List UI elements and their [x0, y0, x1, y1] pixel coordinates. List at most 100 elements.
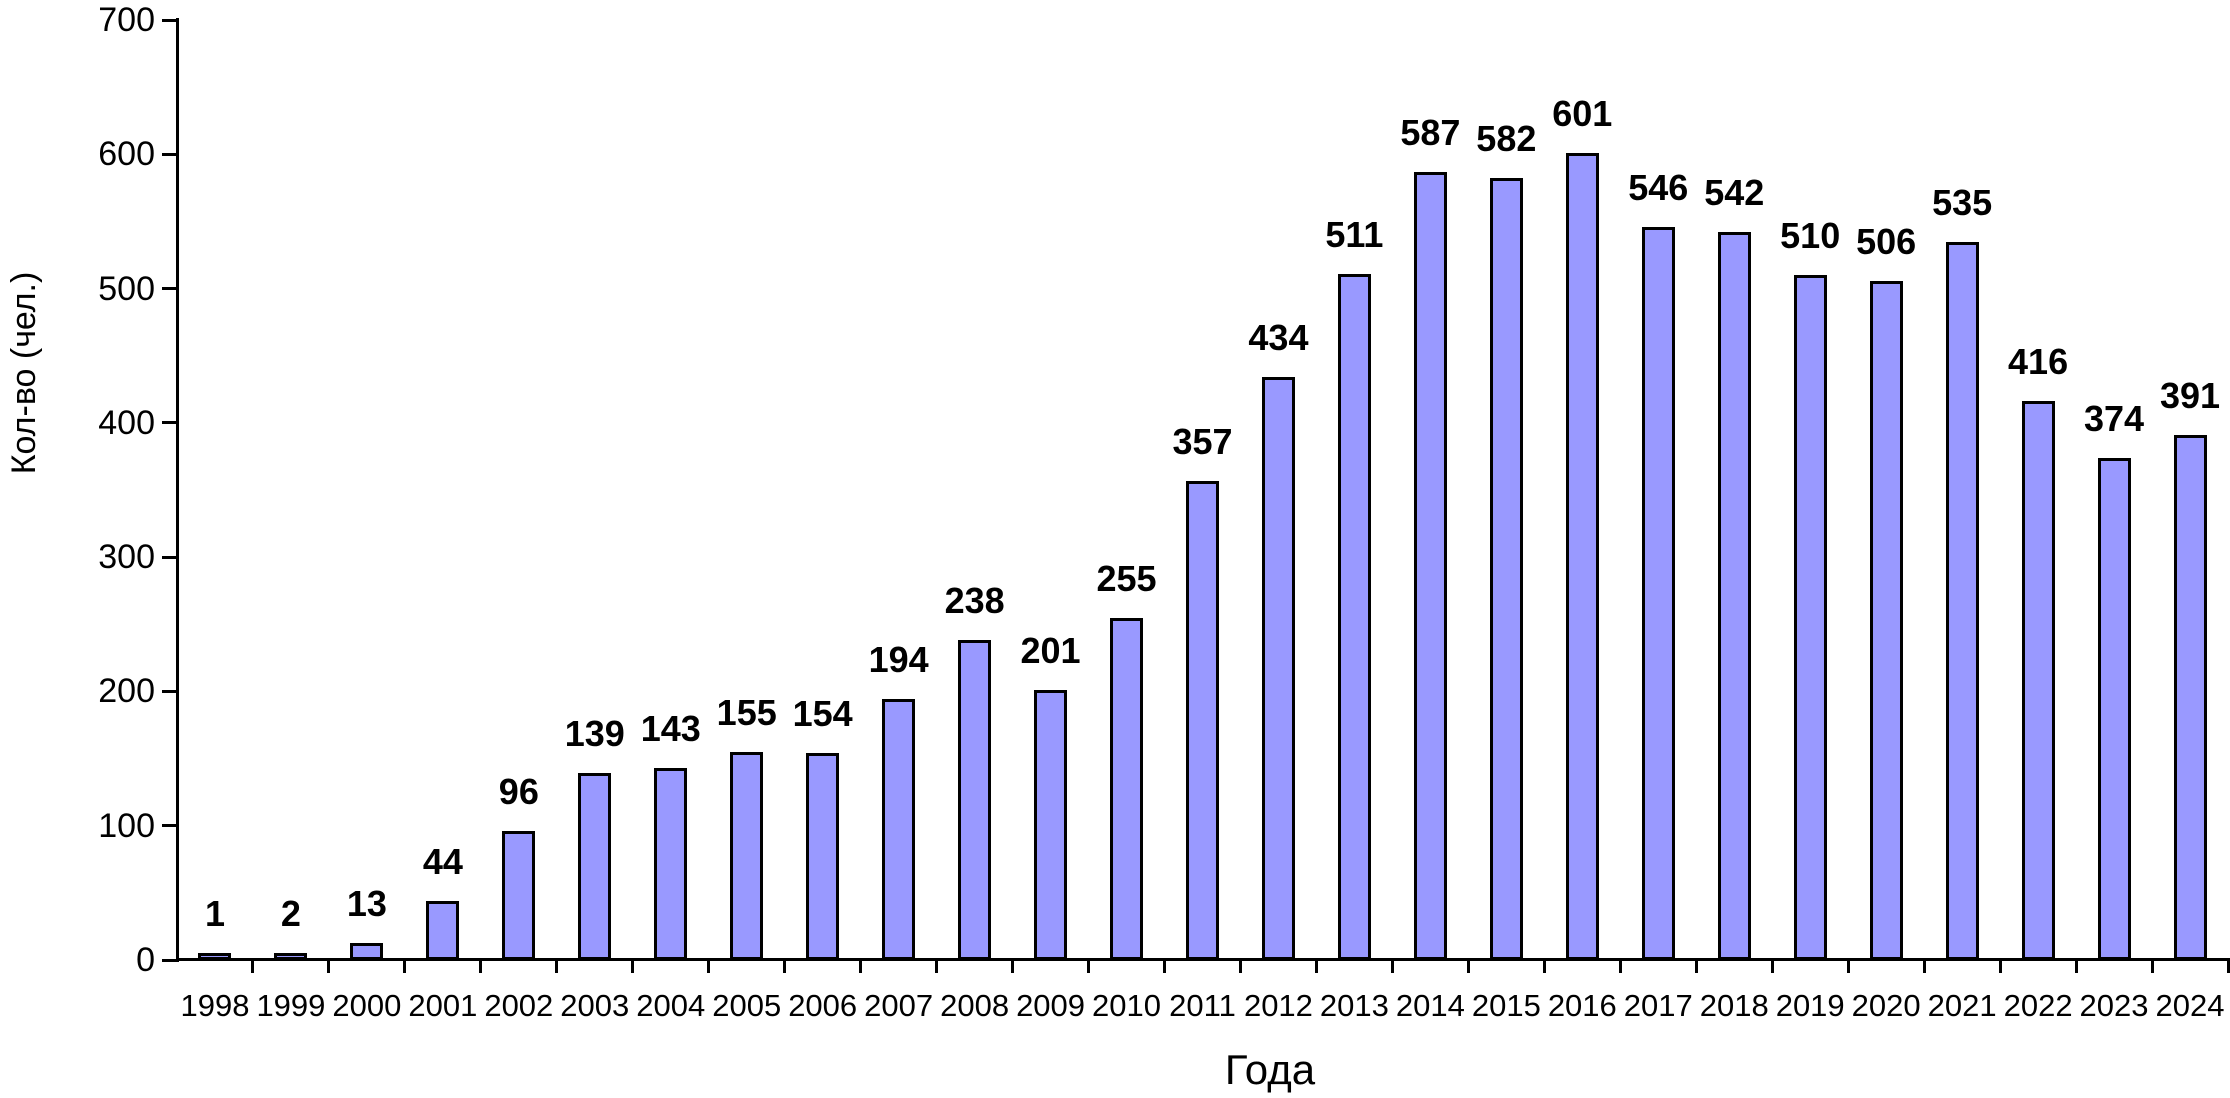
x-tick [1238, 961, 1242, 973]
y-tick-label: 500 [98, 269, 155, 308]
bar [730, 751, 764, 960]
bar-value-label: 139 [564, 713, 625, 755]
x-tick-label: 2010 [1092, 988, 1161, 1023]
x-tick-label: 2024 [2155, 988, 2225, 1023]
bar-value-label: 1 [204, 893, 225, 934]
x-tick-label: 2004 [636, 988, 706, 1023]
y-tick-label: 700 [98, 1, 155, 39]
bar [1034, 690, 1068, 960]
x-tick-label: 2017 [1623, 988, 1693, 1023]
bar [274, 953, 308, 960]
bar-value-label: 434 [1248, 317, 1309, 359]
bar-value-label: 13 [346, 882, 387, 924]
y-tick-label: 400 [98, 403, 155, 442]
bar-value-label: 357 [1172, 420, 1233, 462]
bar [2173, 434, 2207, 960]
y-tick-label: 0 [136, 941, 155, 979]
bar [578, 773, 612, 960]
y-tick [162, 152, 176, 156]
x-tick-label: 2002 [484, 988, 554, 1023]
x-tick [403, 961, 407, 973]
y-tick [162, 287, 176, 291]
x-tick-label: 2022 [2003, 988, 2073, 1023]
bar-value-label: 535 [1932, 181, 1993, 223]
bar-value-label: 601 [1552, 92, 1613, 134]
x-tick [1542, 961, 1546, 973]
x-tick-label: 2003 [560, 988, 630, 1023]
x-tick [479, 961, 483, 973]
bar [426, 900, 460, 960]
x-tick [935, 961, 939, 973]
bar [502, 831, 536, 960]
bar-value-label: 143 [640, 707, 701, 749]
bar [1489, 178, 1523, 960]
bar-value-label: 155 [716, 691, 777, 733]
bar [806, 753, 840, 960]
bar [2097, 457, 2131, 960]
x-tick [1390, 961, 1394, 973]
x-tick [1618, 961, 1622, 973]
x-tick [2226, 961, 2230, 973]
y-tick-label: 100 [98, 806, 155, 845]
bar [2021, 401, 2055, 960]
bar [958, 640, 992, 960]
x-tick [251, 961, 255, 973]
bar-value-label: 546 [1628, 166, 1689, 208]
y-tick [162, 555, 176, 559]
y-tick-label: 200 [98, 672, 155, 711]
x-tick-label: 2018 [1699, 988, 1769, 1023]
x-tick [1998, 961, 2002, 973]
x-tick-label: 2021 [1927, 988, 1997, 1023]
y-tick [162, 421, 176, 425]
x-tick [859, 961, 863, 973]
bar [1869, 280, 1903, 960]
bar-value-label: 154 [792, 693, 853, 735]
x-tick [1087, 961, 1091, 973]
y-tick [162, 18, 176, 22]
bar-value-label: 416 [2008, 341, 2069, 383]
x-tick-label: 1998 [180, 988, 250, 1023]
bar [1337, 273, 1371, 960]
y-axis-title: Кол-во (чел.) [5, 271, 43, 475]
x-tick [555, 961, 559, 973]
bar [350, 942, 384, 960]
bar [1641, 226, 1675, 960]
x-tick [1846, 961, 1850, 973]
x-tick-label: 2001 [408, 988, 478, 1023]
bar [1261, 377, 1295, 960]
bar [1565, 152, 1599, 960]
bar-value-label: 44 [422, 840, 463, 882]
bar-value-label: 201 [1020, 630, 1081, 672]
bar [1945, 241, 1979, 960]
x-tick [1163, 961, 1167, 973]
x-tick-label: 2012 [1243, 988, 1313, 1023]
x-tick [707, 961, 711, 973]
x-tick [1011, 961, 1015, 973]
x-tick-label: 2016 [1547, 988, 1617, 1023]
bar-value-label: 506 [1856, 220, 1917, 262]
y-tick [162, 958, 176, 962]
x-axis-title: Года [1224, 1046, 1316, 1093]
x-tick-label: 2009 [1016, 988, 1086, 1023]
x-tick [1694, 961, 1698, 973]
x-tick [1466, 961, 1470, 973]
bar-value-label: 511 [1325, 213, 1384, 255]
bar-value-label: 582 [1476, 118, 1537, 160]
bar-value-label: 2 [280, 893, 301, 934]
x-tick [2074, 961, 2078, 973]
bar [1110, 617, 1144, 960]
x-tick-label: 2006 [788, 988, 858, 1023]
x-tick-label: 2008 [940, 988, 1010, 1023]
y-tick [162, 689, 176, 693]
x-tick [783, 961, 787, 973]
x-tick [327, 961, 331, 973]
bar [1793, 275, 1827, 960]
x-tick-label: 2011 [1169, 988, 1236, 1023]
bar [198, 953, 232, 960]
x-tick-label: 2000 [332, 988, 402, 1023]
bar [654, 767, 688, 960]
bar-value-label: 510 [1780, 215, 1841, 257]
x-tick [2150, 961, 2154, 973]
y-tick [162, 824, 176, 828]
